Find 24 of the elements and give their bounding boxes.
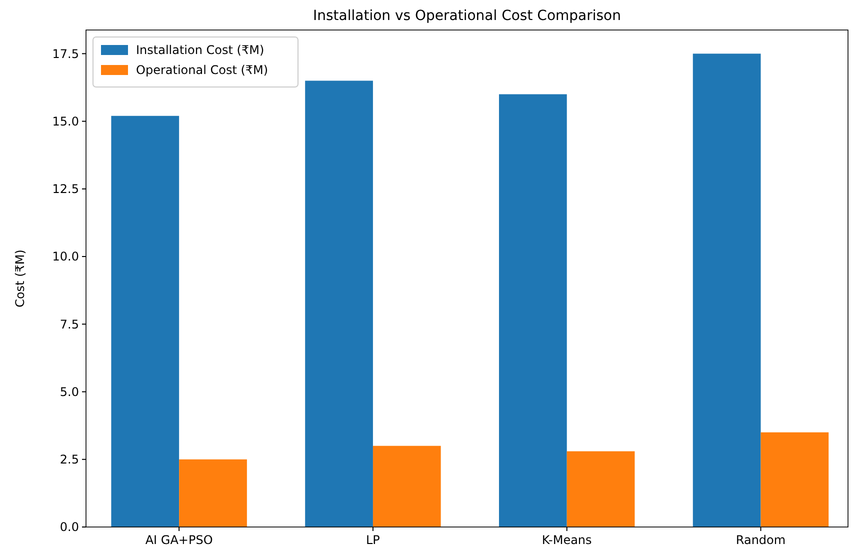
y-tick-label: 2.5 <box>60 452 79 467</box>
y-tick-label: 5.0 <box>60 384 79 399</box>
bar <box>498 94 567 527</box>
legend-label: Installation Cost (₹M) <box>136 43 264 58</box>
x-tick-label: LP <box>366 533 380 547</box>
bar <box>372 446 441 527</box>
legend-label: Operational Cost (₹M) <box>136 63 268 78</box>
y-tick-label: 15.0 <box>52 114 79 128</box>
bar <box>305 80 373 527</box>
bar <box>566 451 635 527</box>
bar <box>111 116 180 527</box>
y-tick-label: 10.0 <box>52 250 79 264</box>
x-tick-label: Random <box>736 533 786 547</box>
bar <box>692 54 761 527</box>
y-tick-label: 0.0 <box>60 520 79 534</box>
y-tick-label: 12.5 <box>52 182 79 196</box>
bar <box>760 432 829 527</box>
bar <box>179 459 247 527</box>
y-tick-label: 7.5 <box>60 317 79 332</box>
y-axis-title: Cost (₹M) <box>13 250 27 308</box>
x-tick-label: AI GA+PSO <box>145 533 213 547</box>
y-tick-label: 17.5 <box>52 46 79 61</box>
x-tick-label: K-Means <box>542 533 592 547</box>
chart-title: Installation vs Operational Cost Comparison <box>312 8 622 24</box>
